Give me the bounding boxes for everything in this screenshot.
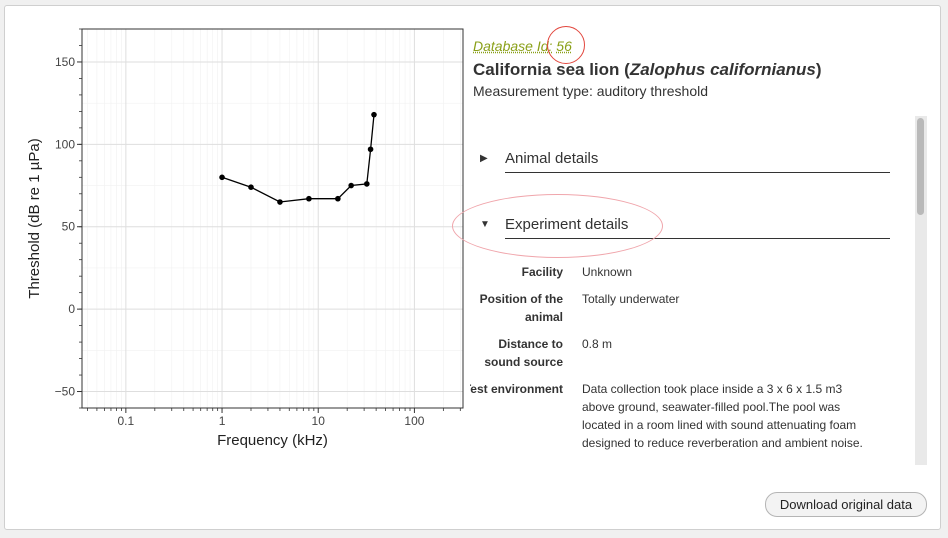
data-point (277, 199, 283, 205)
section-divider (505, 172, 890, 173)
data-point (306, 195, 312, 202)
data-point (335, 195, 341, 202)
scrollbar-thumb[interactable] (917, 118, 924, 215)
data-point (248, 184, 254, 190)
species-common-name: California sea lion ( (473, 60, 630, 79)
x-tick-label: 0.1 (118, 414, 135, 428)
data-point (219, 174, 225, 181)
species-title: California sea lion (Zalophus california… (473, 60, 822, 80)
detail-value: 0.8 m (582, 337, 613, 351)
database-id-label[interactable]: Database Id: (473, 38, 553, 54)
detail-label: Facility (521, 265, 563, 279)
triangle-right-icon: ▶ (480, 153, 488, 164)
threshold-chart: 0.1 1 10 100 −50 0 50 100 150 Frequency (kHz) Thre… (26, 28, 464, 449)
y-tick-label: 150 (55, 55, 75, 69)
x-tick-label: 10 (312, 414, 326, 428)
y-tick-label: 100 (55, 137, 75, 151)
detail-label: Position of the animal (479, 292, 563, 324)
data-point (364, 181, 370, 187)
annotation-circle (547, 26, 585, 64)
y-axis-label: Threshold (dB re 1 µPa) (26, 138, 43, 298)
detail-value: Data collection took place inside a 3 x … (582, 382, 863, 450)
measurement-type: Measurement type: auditory threshold (473, 83, 709, 99)
y-tick-label: 0 (68, 302, 75, 316)
detail-value: Unknown (582, 265, 633, 279)
plot-background (82, 29, 463, 408)
x-tick-label: 1 (219, 414, 226, 428)
detail-value: Totally underwater (582, 292, 680, 306)
animal-details-label: Animal details (505, 150, 599, 167)
y-tick-label: −50 (55, 385, 76, 399)
species-latin-name: Zalophus californianus (629, 60, 816, 79)
data-point (367, 146, 374, 153)
detail-label: Distance to sound source (484, 337, 563, 369)
x-axis-label: Frequency (kHz) (217, 432, 328, 449)
species-close-paren: ) (815, 60, 822, 79)
section-divider (505, 238, 890, 239)
detail-label: Test environment (470, 382, 563, 396)
data-point (371, 111, 377, 118)
details-scrollbar[interactable] (915, 116, 927, 465)
download-original-data-button[interactable]: Download original data (765, 492, 927, 517)
annotation-ellipse (452, 194, 663, 258)
y-tick-label: 50 (62, 220, 76, 234)
data-point (348, 182, 354, 189)
x-tick-label: 100 (404, 414, 424, 428)
details-scroll-panel[interactable]: ▶ Animal details ▼ Experiment details Fa… (470, 116, 910, 465)
